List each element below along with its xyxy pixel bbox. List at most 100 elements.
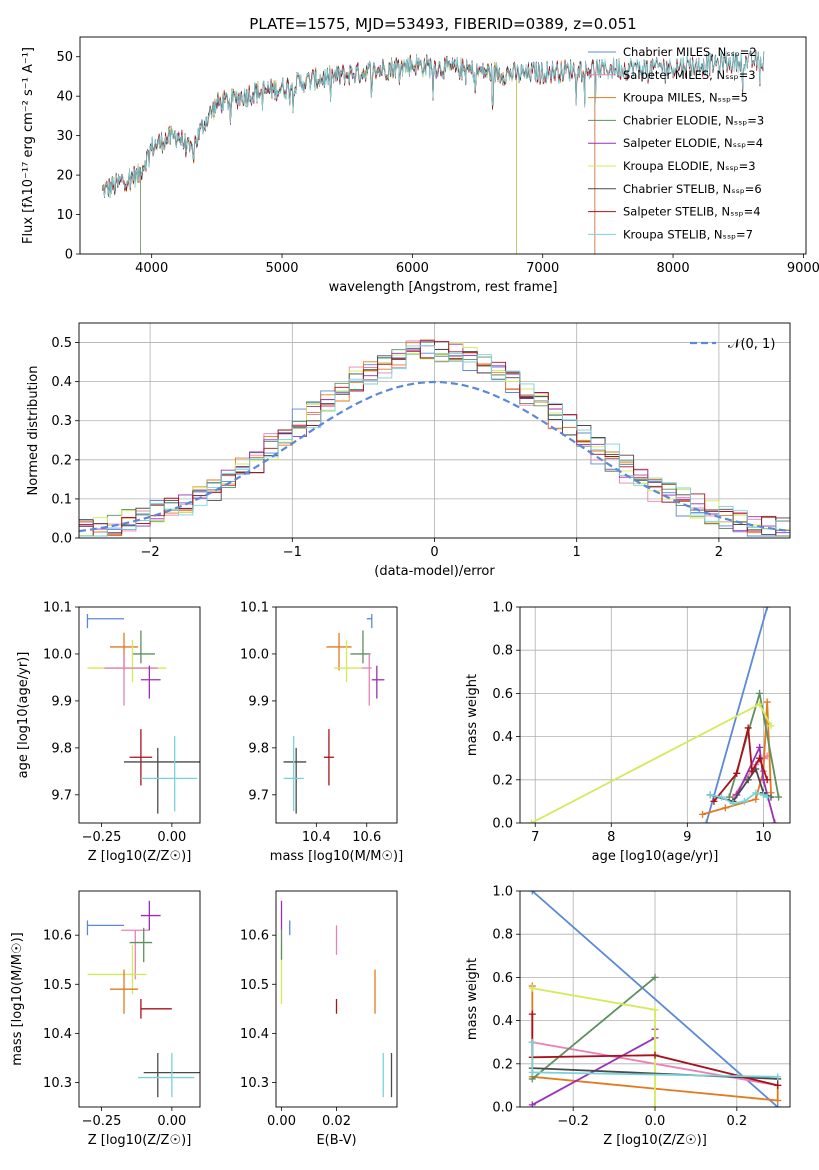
y-tick-label: 0 xyxy=(65,248,73,263)
axes-frame xyxy=(519,606,791,824)
y-tick-label: 10.3 xyxy=(240,1076,269,1091)
line-salpeter-stelib xyxy=(531,1014,778,1087)
plot-area-mass_vs_Z xyxy=(86,900,200,1098)
marker-kroupa-elodie xyxy=(756,700,764,708)
axes-frame xyxy=(275,606,398,824)
y-tick-label: 10.4 xyxy=(240,1027,269,1042)
y-tick-label: 9.7 xyxy=(51,788,72,803)
spectrum-line-salpeter-stelib xyxy=(101,50,765,198)
marker-kroupa-stelib xyxy=(774,1073,782,1081)
axes-frame xyxy=(519,890,791,1108)
x-axis-label: age [log10(age/yr)] xyxy=(592,849,719,864)
marker-kroupa-miles xyxy=(721,804,729,812)
marker-kroupa-stelib xyxy=(706,791,714,799)
marker-kroupa-miles xyxy=(774,1097,782,1105)
x-axis-label: Z [log10(Z/Z☉)] xyxy=(88,849,192,864)
y-tick-label: 0.8 xyxy=(492,928,513,943)
y-tick-label: 1.0 xyxy=(492,601,513,616)
x-tick-label: 6000 xyxy=(396,261,429,276)
y-tick-label: 0.2 xyxy=(51,453,72,468)
marker-kroupa-miles xyxy=(752,795,760,803)
normal-curve xyxy=(79,380,790,533)
marker-kroupa-stelib xyxy=(528,1068,536,1076)
x-tick-label: 10.4 xyxy=(302,830,331,845)
y-tick-label: 0.0 xyxy=(492,817,513,832)
marker-kroupa-elodie xyxy=(528,984,536,992)
panel-spectrum: 4000 5000 6000 7000 8000 9000 0 10 20 30 40 50 wavel… xyxy=(21,15,819,295)
y-axis-label: Normed distribution xyxy=(26,366,41,496)
spectrum-line-kroupa-miles xyxy=(101,54,596,254)
legend-label: Kroupa MILES, Nₛₛₚ=5 xyxy=(623,91,748,105)
x-tick-label: 0.0 xyxy=(645,1114,666,1129)
line-salpeter-elodie xyxy=(531,1029,656,1106)
marker-salpeter-stelib xyxy=(748,767,756,775)
y-tick-label: 0.8 xyxy=(492,644,513,659)
marker-salpeter-stelib xyxy=(756,754,764,762)
marker-kroupa-stelib xyxy=(763,793,771,801)
marker-salpeter-stelib xyxy=(763,776,771,784)
y-tick-label: 10.6 xyxy=(240,929,269,944)
y-tick-label: 0.4 xyxy=(492,1014,513,1029)
marker-salpeter-stelib xyxy=(710,797,718,805)
plot-area-massweight_vs_Z xyxy=(520,891,790,1107)
plot-area-age_vs_mass xyxy=(283,614,385,814)
x-tick-label: 1 xyxy=(573,545,581,560)
y-tick-label: 0.0 xyxy=(492,1101,513,1116)
y-tick-label: 0.4 xyxy=(51,375,72,390)
x-tick-label: 0.00 xyxy=(267,1114,296,1129)
x-tick-label: −1 xyxy=(283,545,302,560)
x-axis-label: wavelength [Angstrom, rest frame] xyxy=(329,280,558,295)
axes-frame xyxy=(275,890,398,1108)
y-axis-label: mass [log10(M/M☉)] xyxy=(10,932,25,1065)
y-tick-label: 9.9 xyxy=(248,694,269,709)
marker-salpeter-stelib xyxy=(744,724,752,732)
spectrum-line-chabrier-elodie xyxy=(101,54,517,254)
y-tick-label: 10.4 xyxy=(43,1027,72,1042)
y-tick-label: 9.8 xyxy=(51,741,72,756)
x-tick-label: −0.25 xyxy=(82,830,122,845)
x-tick-label: 5000 xyxy=(265,261,298,276)
x-tick-label: 0.02 xyxy=(322,1114,351,1129)
y-tick-label: 10 xyxy=(56,208,73,223)
y-tick-label: 50 xyxy=(56,50,73,65)
y-tick-label: 20 xyxy=(56,169,73,184)
x-tick-label: 7 xyxy=(531,830,539,845)
y-tick-label: 1.0 xyxy=(492,885,513,900)
line-chabrier-elodie xyxy=(531,976,656,1080)
marker-salpeter-stelib xyxy=(774,1081,782,1089)
spectrum-line-kroupa-elodie xyxy=(101,54,517,254)
x-tick-label: −0.2 xyxy=(557,1114,589,1129)
y-tick-label: 10.5 xyxy=(43,978,72,993)
y-tick-label: 10.3 xyxy=(43,1076,72,1091)
x-tick-label: 0.00 xyxy=(157,830,186,845)
marker-salpeter-elodie xyxy=(771,819,779,823)
marker-salpeter-stelib xyxy=(651,1051,659,1059)
axes-frame xyxy=(78,322,791,539)
y-tick-label: 10.6 xyxy=(43,929,72,944)
spectrum-line-salpeter-miles xyxy=(102,54,596,254)
marker-kroupa-elodie xyxy=(651,1006,659,1014)
x-tick-label: −0.25 xyxy=(82,1114,122,1129)
x-tick-label: 9000 xyxy=(787,261,819,276)
marker-kroupa-stelib xyxy=(752,789,760,797)
line-chabrier-miles xyxy=(705,607,769,823)
histogram-kroupa-stelib xyxy=(79,345,790,537)
axes-frame xyxy=(79,36,807,255)
marker-kroupa-stelib xyxy=(718,793,726,801)
y-tick-label: 30 xyxy=(56,129,73,144)
marker-chabrier-elodie xyxy=(528,1075,536,1083)
panel-mass_vs_Z: −0.25 0.00 10.3 10.4 10.5 10.6 Z [log10(Z/Z☉)]… xyxy=(10,890,201,1148)
legend-label: Chabrier MILES, Nₛₛₚ=2 xyxy=(623,45,757,59)
marker-chabrier-miles xyxy=(702,819,710,823)
marker-kroupa-miles xyxy=(699,810,707,818)
legend-label: Chabrier ELODIE, Nₛₛₚ=3 xyxy=(623,113,764,127)
axes-frame xyxy=(78,890,201,1108)
x-tick-label: 4000 xyxy=(135,261,168,276)
x-axis-label: Z [log10(Z/Z☉)] xyxy=(88,1133,192,1148)
legend-label: Salpeter ELODIE, Nₛₛₚ=4 xyxy=(623,136,763,150)
x-tick-label: 0.2 xyxy=(726,1114,747,1129)
spectrum-line-salpeter-elodie xyxy=(101,54,517,254)
x-axis-label: E(B-V) xyxy=(316,1133,356,1148)
y-tick-label: 10.5 xyxy=(240,978,269,993)
